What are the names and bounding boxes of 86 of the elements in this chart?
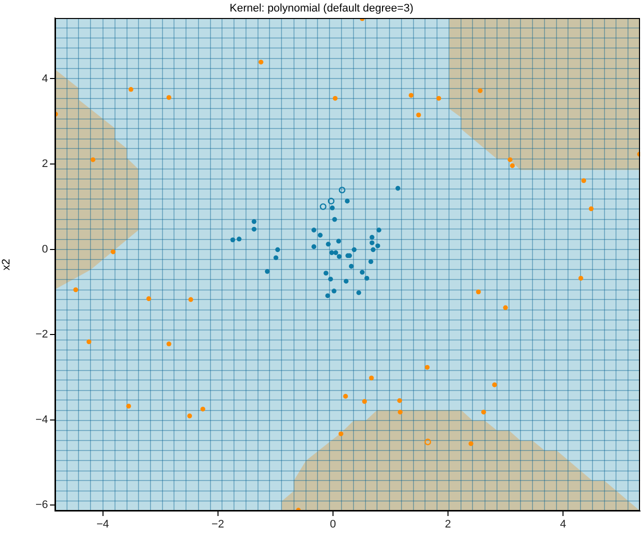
point xyxy=(508,157,512,162)
point xyxy=(375,243,380,248)
y-tick-label: −6 xyxy=(35,499,48,512)
point xyxy=(436,96,442,101)
point xyxy=(343,394,348,399)
point xyxy=(258,60,264,65)
point xyxy=(376,228,382,232)
y-axis-title: x2 xyxy=(0,258,13,270)
point xyxy=(370,247,376,252)
point xyxy=(370,234,374,240)
point xyxy=(338,186,346,194)
point xyxy=(581,178,586,184)
point xyxy=(264,269,270,274)
point xyxy=(311,228,316,232)
point xyxy=(146,296,152,302)
point xyxy=(424,364,430,370)
point xyxy=(369,376,374,380)
point xyxy=(330,206,335,210)
point xyxy=(344,198,350,204)
point xyxy=(352,247,357,252)
point xyxy=(311,244,316,250)
y-tick-label: 4 xyxy=(42,72,48,85)
y-tick-label: 0 xyxy=(42,243,48,256)
point xyxy=(332,96,338,101)
point xyxy=(336,238,342,244)
point xyxy=(344,278,349,284)
point xyxy=(230,237,236,242)
point xyxy=(318,232,323,238)
point xyxy=(588,206,594,212)
point xyxy=(360,270,365,275)
point xyxy=(110,249,116,254)
chart-title: Kernel: polynomial (default degree=3) xyxy=(230,2,414,15)
point xyxy=(510,163,515,168)
point xyxy=(188,297,194,302)
point xyxy=(478,88,483,94)
point xyxy=(503,305,508,310)
point xyxy=(424,438,432,446)
point xyxy=(236,236,242,242)
point xyxy=(338,431,344,436)
point xyxy=(166,95,172,100)
point xyxy=(492,382,497,388)
point xyxy=(481,410,486,414)
point xyxy=(356,290,362,296)
point xyxy=(90,157,96,162)
y-tick-label: −4 xyxy=(35,414,48,426)
x-tick-label: 0 xyxy=(330,518,336,531)
point xyxy=(397,398,402,403)
point xyxy=(274,255,278,260)
point xyxy=(364,276,370,281)
point xyxy=(332,288,336,294)
point xyxy=(476,289,481,294)
point xyxy=(468,441,474,446)
point xyxy=(324,270,328,276)
point xyxy=(166,341,172,346)
point xyxy=(362,399,367,404)
point xyxy=(416,112,421,118)
point xyxy=(128,86,134,92)
point xyxy=(370,240,374,246)
point xyxy=(336,254,342,259)
point xyxy=(200,406,206,412)
point xyxy=(187,414,192,418)
point xyxy=(328,276,333,282)
point xyxy=(368,259,374,264)
point xyxy=(395,186,400,191)
point xyxy=(126,404,132,409)
point xyxy=(408,92,414,98)
point xyxy=(325,293,330,298)
point xyxy=(252,219,256,224)
point xyxy=(275,247,280,252)
x-tick-label: −4 xyxy=(96,518,110,531)
point xyxy=(333,250,338,256)
x-tick-label: 2 xyxy=(444,518,452,531)
point xyxy=(328,198,334,204)
point xyxy=(252,226,256,232)
point xyxy=(398,410,403,414)
y-tick-label: −2 xyxy=(35,328,48,341)
point xyxy=(348,264,354,269)
point xyxy=(332,217,338,222)
point xyxy=(326,242,331,247)
point xyxy=(578,276,584,281)
point xyxy=(86,339,92,344)
point xyxy=(320,203,326,210)
point xyxy=(73,287,78,292)
x-tick-label: −2 xyxy=(212,518,224,531)
x-tick-label: 4 xyxy=(560,518,566,531)
y-tick-label: 2 xyxy=(42,158,48,170)
